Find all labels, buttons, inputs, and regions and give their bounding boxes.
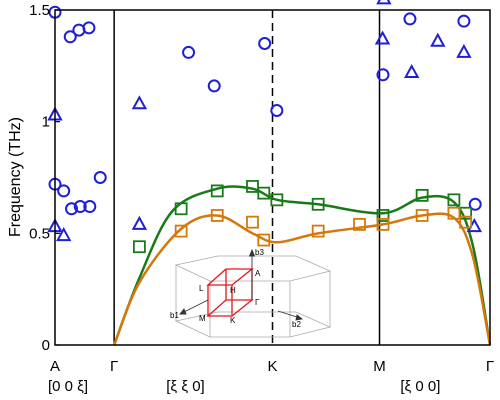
y-tick-label-0: 0 [42, 337, 50, 354]
inset-label-b3: b3 [255, 248, 264, 257]
square-point-2-1 [174, 202, 188, 216]
y-tick-label-3: 1.5 [29, 2, 50, 19]
circle-point-0-3 [82, 21, 96, 35]
triangle-point-1-10 [466, 218, 483, 233]
vertical-lines [113, 10, 381, 345]
square-point-3-0 [174, 224, 188, 238]
triangle-point-1-9 [456, 43, 472, 58]
square-point-3-5 [353, 217, 366, 231]
x-tick-label-3: M [373, 358, 386, 375]
inset-label-b2: b2 [292, 320, 301, 329]
x-tick-label-2: K [267, 358, 277, 375]
inset-label-H: H [230, 286, 236, 295]
square-point-3-7 [415, 209, 429, 222]
inset-label-gamma: Γ [255, 298, 260, 307]
square-point-2-8 [415, 188, 429, 202]
model-curves [112, 185, 492, 346]
direction-label-1: [ξ ξ 0] [166, 378, 204, 395]
inset-label-K: K [230, 316, 236, 325]
brillouin-zone-inset: b3 b1 b2 A L H M K Γ [170, 248, 332, 338]
square-point-3-8 [447, 206, 461, 220]
square-point-2-6 [311, 197, 325, 211]
square-point-3-3 [257, 233, 271, 247]
square-point-2-4 [257, 186, 271, 200]
square-point-2-5 [270, 193, 284, 207]
circle-point-0-16 [457, 14, 471, 28]
circle-point-0-14 [376, 68, 390, 82]
square-point-2-9 [447, 193, 461, 207]
x-axis-ticks: A Γ K M Γ [0 0 ξ] [ξ ξ 0] [ξ 0 0] [48, 358, 494, 395]
square-point-2-7 [376, 209, 390, 222]
inset-hexagonal-prism [174, 255, 332, 338]
square-point-2-3 [246, 180, 259, 193]
triangle-point-1-5 [374, 30, 391, 45]
square-point-3-4 [311, 224, 325, 238]
square-point-2-2 [210, 184, 224, 198]
circle-point-0-13 [270, 104, 284, 117]
square-point-3-6 [376, 217, 390, 231]
triangle-point-1-6 [376, 0, 392, 5]
y-axis-title: Frequency (THz) [7, 117, 24, 237]
triangle-point-1-2 [56, 226, 72, 242]
direction-label-2: [ξ 0 0] [400, 378, 440, 395]
model-curve-1 [113, 212, 492, 346]
square-point-2-0 [132, 240, 146, 254]
model-curve-0 [112, 185, 492, 346]
inset-label-b1: b1 [170, 311, 179, 320]
x-tick-label-1: Γ [110, 358, 118, 375]
circle-point-0-15 [403, 12, 417, 26]
x-tick-label-0: A [50, 358, 60, 375]
circle-point-0-5 [57, 184, 71, 198]
triangle-point-1-3 [131, 95, 148, 110]
circle-point-0-9 [93, 171, 107, 184]
circle-point-0-17 [468, 197, 482, 211]
circle-point-0-10 [182, 45, 196, 59]
circle-point-0-1 [63, 30, 77, 44]
circle-point-0-11 [207, 79, 221, 93]
triangle-point-1-8 [430, 32, 446, 47]
data-points [47, 0, 483, 254]
circle-point-0-12 [258, 37, 272, 50]
y-axis-ticks: 0 0.5 1 1.5 [29, 2, 60, 354]
x-tick-label-4: Γ [486, 358, 494, 375]
circle-point-0-8 [83, 200, 97, 214]
inset-label-L: L [199, 284, 204, 293]
triangle-point-1-7 [404, 63, 420, 79]
circle-point-0-7 [73, 200, 87, 214]
y-tick-label-2: 1 [42, 114, 50, 131]
plot-frame [54, 9, 491, 346]
y-tick-label-1: 0.5 [29, 225, 50, 242]
square-point-3-1 [210, 209, 224, 222]
triangle-point-1-4 [131, 215, 148, 230]
square-point-3-2 [246, 215, 259, 229]
direction-label-0: [0 0 ξ] [48, 378, 88, 395]
inset-axis-arrows [179, 248, 304, 321]
inset-label-M: M [199, 314, 206, 323]
inset-label-A: A [255, 269, 261, 278]
square-point-3-9 [459, 215, 473, 229]
circle-point-0-6 [65, 202, 79, 216]
